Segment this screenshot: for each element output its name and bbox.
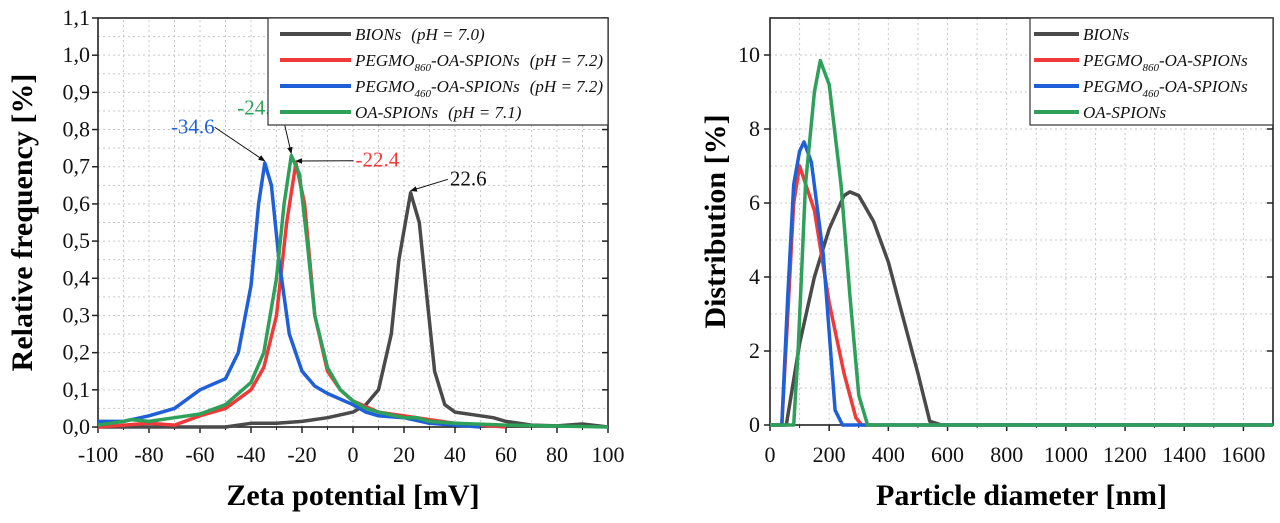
- legend: BIONs (pH = 7.0) PEGMO860-OA-SPIONs (pH = 7…: [267, 17, 609, 126]
- x-tick-label: 0: [348, 442, 359, 467]
- legend-entry: PEGMO460-OA-SPIONs: [1082, 77, 1248, 100]
- legend-name: PEGMO: [1082, 51, 1142, 70]
- series-line-oa: [770, 58, 1273, 427]
- series-line-pegmo860: [770, 164, 1273, 427]
- x-tick-label: 1000: [1044, 442, 1088, 467]
- y-tick-label: 0,1: [63, 377, 91, 402]
- x-tick-label: -40: [236, 442, 265, 467]
- legend-subscript: 460: [1142, 88, 1159, 100]
- legend-suffix: -OA-SPIONs: [431, 77, 520, 96]
- y-tick-label: 10: [738, 42, 760, 67]
- y-tick-label: 0: [749, 412, 760, 437]
- legend-name: BIONs: [355, 25, 402, 44]
- y-tick-label: 0,0: [63, 414, 91, 439]
- x-tick-label: -60: [185, 442, 214, 467]
- y-tick-label: 4: [749, 264, 760, 289]
- legend-name: PEGMO: [1082, 77, 1142, 96]
- y-tick-label: 6: [749, 190, 760, 215]
- legend-entry: BIONs: [1083, 25, 1130, 44]
- legend-name: BIONs: [1083, 25, 1130, 44]
- x-tick-label: 1600: [1221, 442, 1265, 467]
- y-tick-label: 8: [749, 116, 760, 141]
- x-tick-label: 200: [813, 442, 846, 467]
- x-axis-title: Particle diameter [nm]: [876, 479, 1167, 512]
- x-tick-label: -100: [78, 442, 118, 467]
- peak-annotation: 22.6: [450, 166, 487, 190]
- y-tick-label: 1,0: [63, 42, 91, 67]
- x-tick-label: 800: [990, 442, 1023, 467]
- legend-name: OA-SPIONs: [355, 103, 438, 122]
- x-tick-label: 100: [592, 442, 625, 467]
- y-axis-title: Distribution [%]: [699, 114, 732, 328]
- x-tick-label: 600: [931, 442, 964, 467]
- y-tick-label: 0,5: [63, 228, 91, 253]
- y-tick-label: 0,9: [63, 79, 91, 104]
- y-tick-label: 1,1: [63, 5, 91, 30]
- y-tick-label: 2: [749, 338, 760, 363]
- legend-ph: (pH = 7.2): [530, 51, 604, 70]
- x-tick-label: 60: [495, 442, 517, 467]
- y-tick-label: 0,7: [63, 154, 91, 179]
- legend-ph: (pH = 7.2): [530, 77, 604, 96]
- zeta-potential-chart: -100 -80 -60 -40 -20 0 20 40 60 80 100 0,0 0,1 0,2 0,3…: [6, 5, 625, 512]
- peak-annotation: -34.6: [171, 114, 215, 138]
- series-line-oa: [97, 153, 609, 429]
- legend: BIONsPEGMO860-OA-SPIONsPEGMO460-OA-SPION…: [1029, 17, 1274, 126]
- legend-entry: PEGMO860-OA-SPIONs (pH = 7.2): [354, 51, 603, 74]
- y-axis-title: Relative frequency [%]: [6, 74, 39, 372]
- peak-annotation: -22.4: [356, 148, 400, 172]
- x-tick-label: 40: [444, 442, 466, 467]
- series-line-pegmo460: [770, 140, 1273, 427]
- legend-subscript: 860: [1142, 62, 1159, 74]
- x-tick-label: 80: [546, 442, 568, 467]
- legend-ph: (pH = 7.1): [448, 103, 522, 122]
- x-tick-label: -20: [287, 442, 316, 467]
- legend-suffix: -OA-SPIONs: [1159, 51, 1248, 70]
- legend-ph: (pH = 7.0): [411, 25, 485, 44]
- x-tick-label: 20: [393, 442, 415, 467]
- annotation-arrow: [409, 178, 449, 192]
- x-axis-title: Zeta potential [mV]: [226, 479, 479, 512]
- legend-suffix: -OA-SPIONs: [431, 51, 520, 70]
- series-line-bions: [770, 190, 1273, 427]
- legend-entry: PEGMO860-OA-SPIONs: [1082, 51, 1248, 74]
- legend-subscript: 860: [414, 62, 431, 74]
- particle-size-chart: 0 200 400 600 800 1000 1200 1400 1600 0 2 4 6 8 10 Part…: [699, 17, 1274, 512]
- legend-name: OA-SPIONs: [1083, 103, 1166, 122]
- y-tick-label: 0,6: [63, 191, 91, 216]
- y-tick-label: 0,4: [63, 265, 91, 290]
- x-tick-label: 1400: [1162, 442, 1206, 467]
- legend-entry: BIONs (pH = 7.0): [355, 25, 485, 44]
- x-tick-label: 1200: [1103, 442, 1147, 467]
- legend-name: PEGMO: [354, 77, 414, 96]
- legend-entry: OA-SPIONs (pH = 7.1): [355, 103, 522, 122]
- legend-entry: PEGMO460-OA-SPIONs (pH = 7.2): [354, 77, 603, 100]
- x-tick-label: -80: [134, 442, 163, 467]
- annotation-arrow: [214, 126, 266, 162]
- y-tick-label: 0,3: [63, 302, 91, 327]
- legend-name: PEGMO: [354, 51, 414, 70]
- x-tick-label: 400: [872, 442, 905, 467]
- y-tick-label: 0,8: [63, 117, 91, 142]
- legend-entry: OA-SPIONs: [1083, 103, 1166, 122]
- legend-subscript: 460: [414, 88, 431, 100]
- x-tick-label: 0: [765, 442, 776, 467]
- y-tick-label: 0,2: [63, 340, 91, 365]
- legend-suffix: -OA-SPIONs: [1159, 77, 1248, 96]
